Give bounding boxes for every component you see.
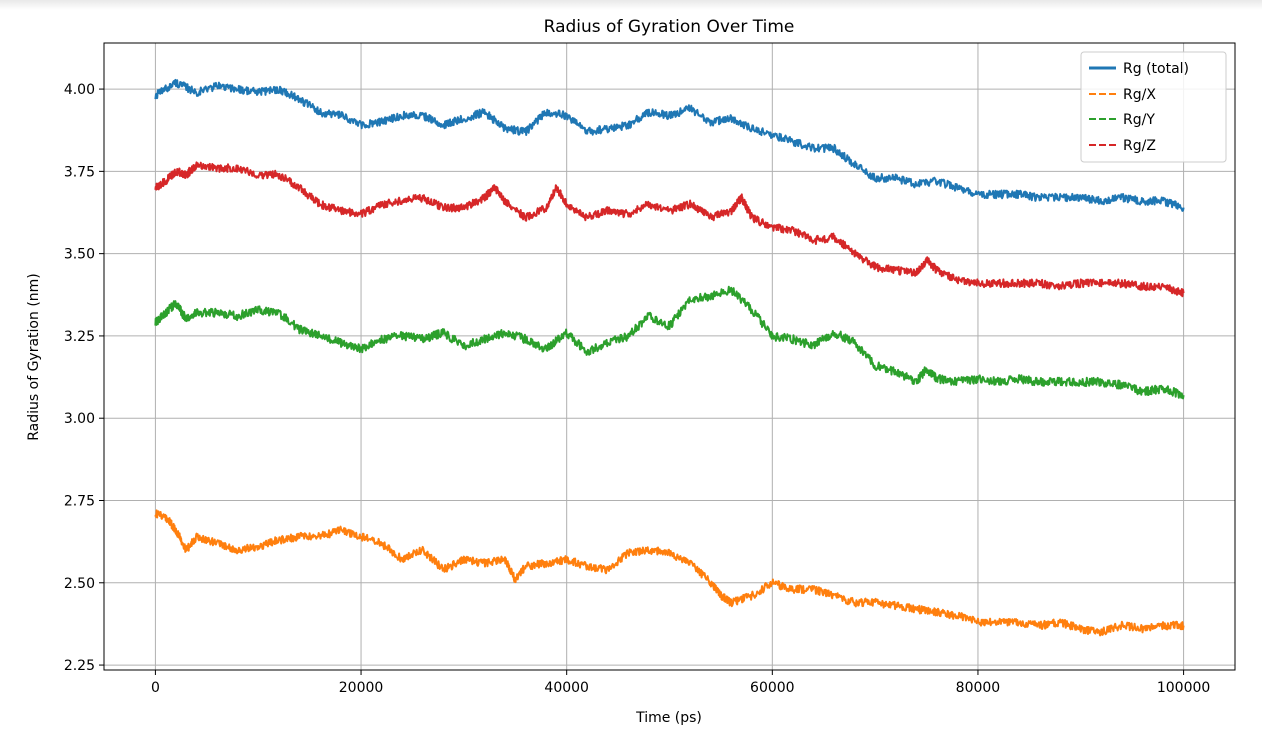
y-tick-label: 2.50 xyxy=(64,576,95,592)
series-lines xyxy=(154,78,1185,637)
x-tick-label: 20000 xyxy=(339,680,384,696)
y-tick-label: 2.25 xyxy=(64,658,95,674)
x-tick-label: 40000 xyxy=(544,680,589,696)
x-axis-label: Time (ps) xyxy=(635,710,702,726)
legend: Rg (total) Rg/X Rg/Y Rg/Z xyxy=(1080,51,1227,163)
y-tick-label: 4.00 xyxy=(64,82,95,98)
y-tick-label: 2.75 xyxy=(64,493,95,509)
y-tick-label: 3.50 xyxy=(64,247,95,263)
x-tick-label: 0 xyxy=(151,680,160,696)
legend-frame xyxy=(1080,51,1227,163)
series-line-rg-z xyxy=(154,161,1185,298)
series-line-rg-y xyxy=(154,285,1185,400)
x-tick-label: 80000 xyxy=(956,680,1001,696)
y-tick-label: 3.25 xyxy=(64,329,95,345)
x-tick-label: 60000 xyxy=(750,680,795,696)
legend-label-rg-y: Rg/Y xyxy=(1123,112,1155,128)
series-line-rg-x xyxy=(154,509,1185,637)
legend-label-rg-x: Rg/X xyxy=(1123,87,1156,103)
y-tick-label: 3.00 xyxy=(64,411,95,427)
plot-frame xyxy=(103,42,1236,671)
series-line-rg-total xyxy=(154,78,1185,212)
axis-ticks: 0 20000 40000 60000 80000 100000 2.25 2.50 2.75 3… xyxy=(64,82,1210,696)
x-tick-label: 100000 xyxy=(1157,680,1210,696)
legend-label-rg-total: Rg (total) xyxy=(1123,61,1189,77)
y-axis-label: Radius of Gyration (nm) xyxy=(26,273,42,441)
grid-lines xyxy=(104,43,1235,670)
legend-label-rg-z: Rg/Z xyxy=(1123,138,1156,154)
y-tick-label: 3.75 xyxy=(64,164,95,180)
window-top-edge xyxy=(0,0,1262,10)
chart-title: Radius of Gyration Over Time xyxy=(544,17,795,37)
